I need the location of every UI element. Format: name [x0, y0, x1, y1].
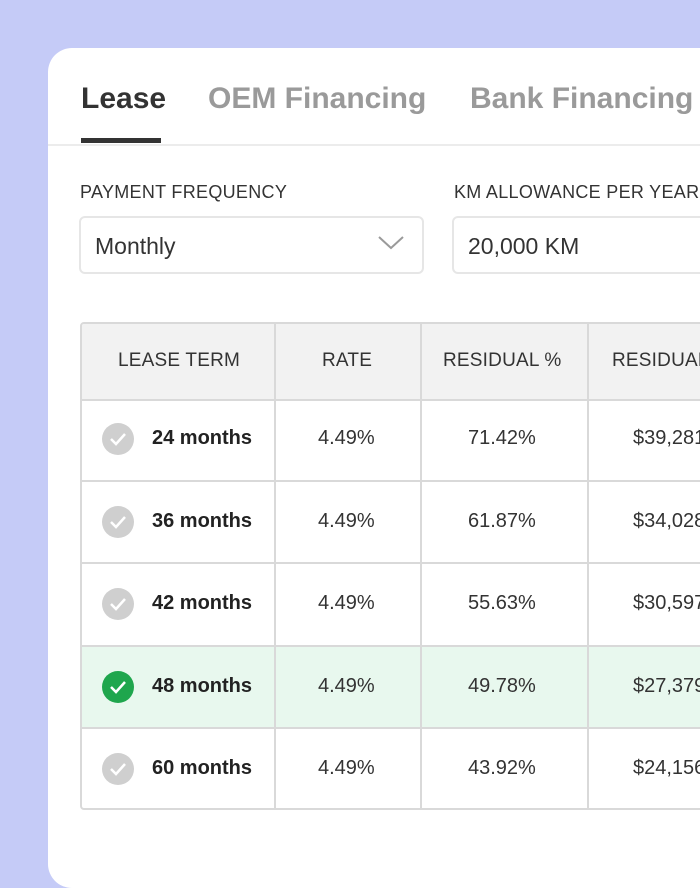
residual-pct-cell: 49.78%: [468, 675, 536, 697]
lease-terms-table: LEASE TERM RATE RESIDUAL % RESIDUAL 24 m…: [80, 322, 700, 810]
header-rate: RATE: [322, 350, 373, 371]
rate-cell: 4.49%: [318, 757, 375, 779]
table-row[interactable]: 36 months 4.49% 61.87% $34,028: [82, 482, 700, 564]
chevron-down-icon: [378, 232, 404, 252]
active-tab-indicator: [81, 138, 161, 143]
residual-pct-cell: 71.42%: [468, 427, 536, 449]
header-residual-pct: RESIDUAL %: [443, 350, 562, 371]
residual-cell: $24,156: [633, 757, 700, 779]
km-allowance-select[interactable]: 20,000 KM: [452, 216, 700, 274]
column-divider: [420, 324, 422, 808]
table-row[interactable]: 60 months 4.49% 43.92% $24,156: [82, 729, 700, 808]
lease-term: 48 months: [152, 675, 253, 697]
residual-cell: $27,379: [633, 675, 700, 697]
check-circle-icon: [102, 753, 134, 785]
lease-term: 42 months: [152, 592, 253, 614]
payment-frequency-select[interactable]: Monthly: [79, 216, 424, 274]
column-divider: [587, 324, 589, 808]
rate-cell: 4.49%: [318, 427, 375, 449]
check-circle-icon: [102, 423, 134, 455]
lease-term: 24 months: [152, 427, 253, 449]
km-allowance-value: 20,000 KM: [468, 233, 580, 259]
check-circle-icon: [102, 506, 134, 538]
residual-pct-cell: 55.63%: [468, 592, 536, 614]
residual-cell: $30,597: [633, 592, 700, 614]
rate-cell: 4.49%: [318, 675, 375, 697]
check-circle-icon: [102, 588, 134, 620]
table-row[interactable]: 24 months 4.49% 71.42% $39,281: [82, 399, 700, 482]
km-allowance-label: KM ALLOWANCE PER YEAR: [454, 182, 700, 202]
financing-tabs: Lease OEM Financing Bank Financing: [48, 48, 700, 146]
table-row-selected[interactable]: 48 months 4.49% 49.78% $27,379: [82, 647, 700, 729]
residual-pct-cell: 43.92%: [468, 757, 536, 779]
table-row[interactable]: 42 months 4.49% 55.63% $30,597: [82, 564, 700, 647]
payment-frequency-label: PAYMENT FREQUENCY: [80, 182, 288, 202]
tab-lease[interactable]: Lease: [81, 82, 167, 115]
tab-bank-financing[interactable]: Bank Financing: [470, 82, 694, 115]
rate-cell: 4.49%: [318, 510, 375, 532]
residual-pct-cell: 61.87%: [468, 510, 536, 532]
lease-term: 60 months: [152, 757, 253, 779]
payment-frequency-value: Monthly: [95, 233, 176, 259]
tab-oem-financing[interactable]: OEM Financing: [208, 82, 427, 115]
rate-cell: 4.49%: [318, 592, 375, 614]
lease-calculator-card: Lease OEM Financing Bank Financing PAYME…: [48, 48, 700, 888]
lease-term: 36 months: [152, 510, 253, 532]
check-circle-selected-icon: [102, 671, 134, 703]
table-header: LEASE TERM RATE RESIDUAL % RESIDUAL: [82, 324, 700, 401]
header-residual: RESIDUAL: [612, 350, 700, 371]
header-lease-term: LEASE TERM: [118, 350, 241, 371]
residual-cell: $34,028: [633, 510, 700, 532]
residual-cell: $39,281: [633, 427, 700, 449]
column-divider: [274, 324, 276, 808]
